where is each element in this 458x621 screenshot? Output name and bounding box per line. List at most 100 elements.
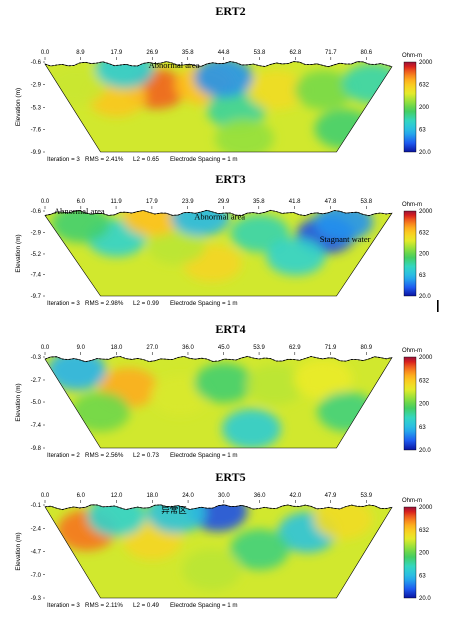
resistivity-blob bbox=[194, 362, 254, 403]
y-tick-label: -2.4 bbox=[31, 526, 42, 532]
colorbar-tick-label: 2000 bbox=[419, 209, 433, 215]
x-tick-label: 62.8 bbox=[289, 50, 301, 56]
y-tick-label: -9.7 bbox=[31, 294, 42, 300]
colorbar-title: Ohm-m bbox=[402, 202, 422, 208]
colorbar-tick-label: 20.0 bbox=[419, 448, 431, 454]
y-axis-label: Elevation (m) bbox=[15, 532, 22, 570]
x-tick-label: 30.0 bbox=[218, 493, 230, 499]
footer-electrode-spacing: Electrode Spacing = 1 m bbox=[170, 452, 238, 459]
resistivity-blob bbox=[266, 238, 326, 276]
resistivity-blob bbox=[222, 408, 282, 448]
colorbar-tick-label: 632 bbox=[419, 528, 430, 534]
x-tick-label: 71.9 bbox=[325, 345, 337, 351]
footer-electrode-spacing: Electrode Spacing = 1 m bbox=[170, 156, 238, 163]
colorbar-title: Ohm-m bbox=[402, 53, 422, 59]
x-tick-label: 71.7 bbox=[325, 50, 337, 56]
resistivity-blob bbox=[230, 529, 290, 570]
x-tick-label: 53.9 bbox=[360, 493, 372, 499]
resistivity-blob bbox=[95, 61, 155, 89]
footer-rms: RMS = 2.41% bbox=[85, 156, 124, 163]
x-tick-label: 26.9 bbox=[146, 50, 158, 56]
resistivity-blob bbox=[294, 70, 354, 110]
resistivity-section bbox=[45, 356, 392, 448]
x-tick-label: 45.0 bbox=[218, 345, 230, 351]
y-tick-label: -7.0 bbox=[31, 573, 42, 579]
resistivity-blob bbox=[245, 364, 305, 405]
x-tick-label: 6.0 bbox=[77, 199, 86, 205]
y-tick-label: -5.0 bbox=[31, 400, 42, 406]
y-tick-label: -7.4 bbox=[31, 273, 42, 279]
resistivity-blob bbox=[170, 210, 230, 237]
y-tick-label: -5.2 bbox=[31, 252, 42, 258]
x-tick-label: 36.0 bbox=[254, 493, 266, 499]
footer-iteration: Iteration = 3 bbox=[47, 602, 80, 609]
resistivity-section bbox=[45, 61, 392, 152]
resistivity-section bbox=[45, 504, 392, 598]
resistivity-blob bbox=[146, 504, 206, 534]
resistivity-blob bbox=[230, 214, 290, 253]
ert-panel-1: ERT2 0.0 8.9 17.9 26.9 35.8 44.8 53.8 62.8 71.7 80… bbox=[15, 4, 433, 163]
resistivity-blob bbox=[246, 70, 306, 110]
panel-title: ERT2 bbox=[215, 4, 245, 18]
y-tick-label: -9.9 bbox=[31, 150, 42, 156]
resistivity-blob bbox=[313, 504, 373, 540]
footer-electrode-spacing: Electrode Spacing = 1 m bbox=[170, 300, 238, 307]
annotation-label: Stagnant water bbox=[320, 234, 371, 244]
y-tick-label: -9.3 bbox=[31, 596, 42, 602]
resistivity-blob bbox=[51, 210, 111, 243]
x-tick-label: 0.0 bbox=[41, 493, 50, 499]
colorbar-tick-label: 200 bbox=[419, 252, 430, 258]
x-tick-label: 29.9 bbox=[218, 199, 230, 205]
panel-title: ERT5 bbox=[215, 470, 245, 484]
panel-title: ERT4 bbox=[215, 322, 245, 336]
x-tick-label: 44.8 bbox=[218, 50, 230, 56]
x-tick-label: 27.0 bbox=[146, 345, 158, 351]
annotation-label: Abnormal area bbox=[54, 206, 105, 216]
x-tick-label: 0.0 bbox=[41, 345, 50, 351]
x-tick-label: 80.9 bbox=[360, 345, 372, 351]
y-tick-label: -7.4 bbox=[31, 423, 42, 429]
colorbar-tick-label: 2000 bbox=[419, 60, 433, 66]
footer-iteration: Iteration = 3 bbox=[47, 156, 80, 163]
colorbar bbox=[403, 506, 417, 599]
colorbar-title: Ohm-m bbox=[402, 498, 422, 504]
section-blobs bbox=[51, 210, 374, 283]
footer-l2: L2 = 0.73 bbox=[133, 452, 160, 459]
ert-panel-2: ERT3 0.0 6.0 11.9 17.9 23.9 29.9 35.8 41.8 47.8 53… bbox=[15, 172, 433, 307]
surface-electrodes bbox=[44, 355, 393, 363]
x-tick-label: 80.6 bbox=[360, 50, 372, 56]
colorbar-tick-label: 2000 bbox=[419, 355, 433, 361]
colorbar-tick-label: 200 bbox=[419, 551, 430, 557]
y-tick-label: -0.6 bbox=[31, 60, 42, 66]
panel-title: ERT3 bbox=[215, 172, 245, 186]
y-tick-label: -0.6 bbox=[31, 209, 42, 215]
resistivity-blob bbox=[146, 226, 206, 265]
annotation-label: Abnormal area bbox=[194, 212, 245, 222]
colorbar bbox=[403, 210, 417, 297]
footer-electrode-spacing: Electrode Spacing = 1 m bbox=[170, 602, 238, 609]
colorbar-tick-label: 632 bbox=[419, 230, 430, 236]
colorbar-tick-label: 20.0 bbox=[419, 596, 431, 602]
resistivity-section bbox=[45, 210, 392, 296]
colorbar-tick-label: 63 bbox=[419, 128, 426, 134]
y-tick-label: -0.3 bbox=[31, 355, 42, 361]
footer-l2: L2 = 0.99 bbox=[133, 300, 160, 307]
x-tick-label: 23.9 bbox=[182, 199, 194, 205]
x-tick-label: 18.0 bbox=[111, 345, 123, 351]
section-blobs bbox=[47, 61, 392, 152]
x-tick-label: 47.9 bbox=[325, 493, 337, 499]
annotation-label: Abnormal area bbox=[149, 60, 200, 70]
resistivity-blob bbox=[71, 391, 131, 432]
section-blobs bbox=[47, 356, 377, 448]
colorbar-tick-label: 200 bbox=[419, 402, 430, 408]
resistivity-blob bbox=[182, 549, 242, 591]
footer-rms: RMS = 2.11% bbox=[85, 602, 123, 609]
footer-l2: L2 = 0.49 bbox=[133, 602, 160, 609]
colorbar bbox=[403, 356, 417, 451]
annotation-label: 异常区 bbox=[161, 505, 187, 515]
y-tick-label: -2.9 bbox=[31, 82, 42, 88]
x-tick-label: 24.0 bbox=[182, 493, 194, 499]
x-tick-label: 53.8 bbox=[360, 199, 372, 205]
y-axis-label: Elevation (m) bbox=[15, 383, 22, 421]
